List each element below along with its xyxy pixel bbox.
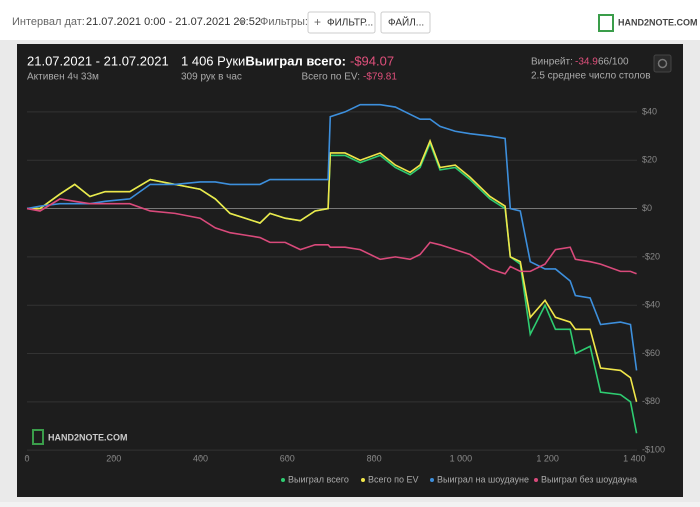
x-tick-label: 1 200	[536, 453, 559, 463]
legend-label: Выиграл на шоудауне	[437, 474, 529, 484]
series-line	[26, 103, 638, 371]
series-line	[26, 198, 637, 275]
won-value: -$94.07	[350, 53, 394, 68]
y-tick-label: -$20	[642, 251, 660, 261]
active: Активен 4ч 33м	[27, 72, 99, 83]
ev-label: Всего по EV:	[301, 72, 360, 83]
settings-icon	[657, 58, 668, 69]
x-tick-label: 200	[106, 453, 121, 463]
legend-marker	[534, 478, 538, 482]
dropdown-arrow[interactable]	[238, 20, 246, 24]
x-tick-label: 800	[367, 453, 382, 463]
y-tick-label: $20	[642, 155, 657, 165]
file-button[interactable]	[380, 11, 431, 34]
watermark: HAND2NOTE.COM	[48, 432, 128, 442]
filter-button[interactable]	[307, 11, 376, 34]
plus-icon: +	[314, 15, 321, 29]
y-tick-label: -$100	[642, 445, 665, 455]
hands: 1 406 Руки	[181, 53, 245, 68]
y-tick-label: $0	[642, 203, 652, 213]
winrate-value: -34.9	[575, 57, 598, 68]
filter-button-label: ФИЛЬТР...	[327, 18, 373, 29]
x-tick-label: 600	[280, 453, 295, 463]
tables: 2.5 среднее число столов	[531, 71, 651, 82]
settings-button[interactable]	[653, 54, 672, 73]
file-button-label: ФАЙЛ...	[388, 16, 424, 29]
legend-marker	[361, 478, 365, 482]
legend-label: Всего по EV	[368, 474, 418, 484]
won-label: Выиграл всего:	[245, 53, 346, 68]
legend-label: Выиграл всего	[288, 474, 349, 484]
filters-label: Фильтры:	[260, 16, 308, 28]
legend-marker	[281, 478, 285, 482]
winrate-label: Винрейт:	[531, 57, 573, 68]
y-tick-label: -$80	[642, 396, 660, 406]
y-tick-label: $40	[642, 106, 657, 116]
date-label: Интервал дат:	[12, 16, 85, 28]
x-tick-label: 0	[24, 453, 29, 463]
hands-per-hour: 309 рук в час	[181, 72, 242, 83]
legend-marker	[430, 478, 434, 482]
period: 21.07.2021 - 21.07.2021	[27, 53, 169, 68]
winrate-unit: 66/100	[598, 57, 629, 68]
x-tick-label: 400	[193, 453, 208, 463]
legend-label: Выиграл без шоудауна	[541, 474, 637, 484]
y-tick-label: -$40	[642, 300, 660, 310]
logo-icon	[598, 14, 614, 32]
series-line	[27, 138, 638, 403]
date-value[interactable]: 21.07.2021 0:00 - 21.07.2021 20:52	[86, 16, 261, 28]
logo: HAND2NOTE.COM	[618, 17, 698, 27]
x-tick-label: 1 000	[450, 453, 473, 463]
watermark-icon	[32, 429, 44, 445]
ev-value: -$79.81	[363, 72, 397, 83]
y-tick-label: -$60	[642, 348, 660, 358]
x-tick-label: 1 400	[623, 453, 646, 463]
panel	[17, 44, 683, 497]
